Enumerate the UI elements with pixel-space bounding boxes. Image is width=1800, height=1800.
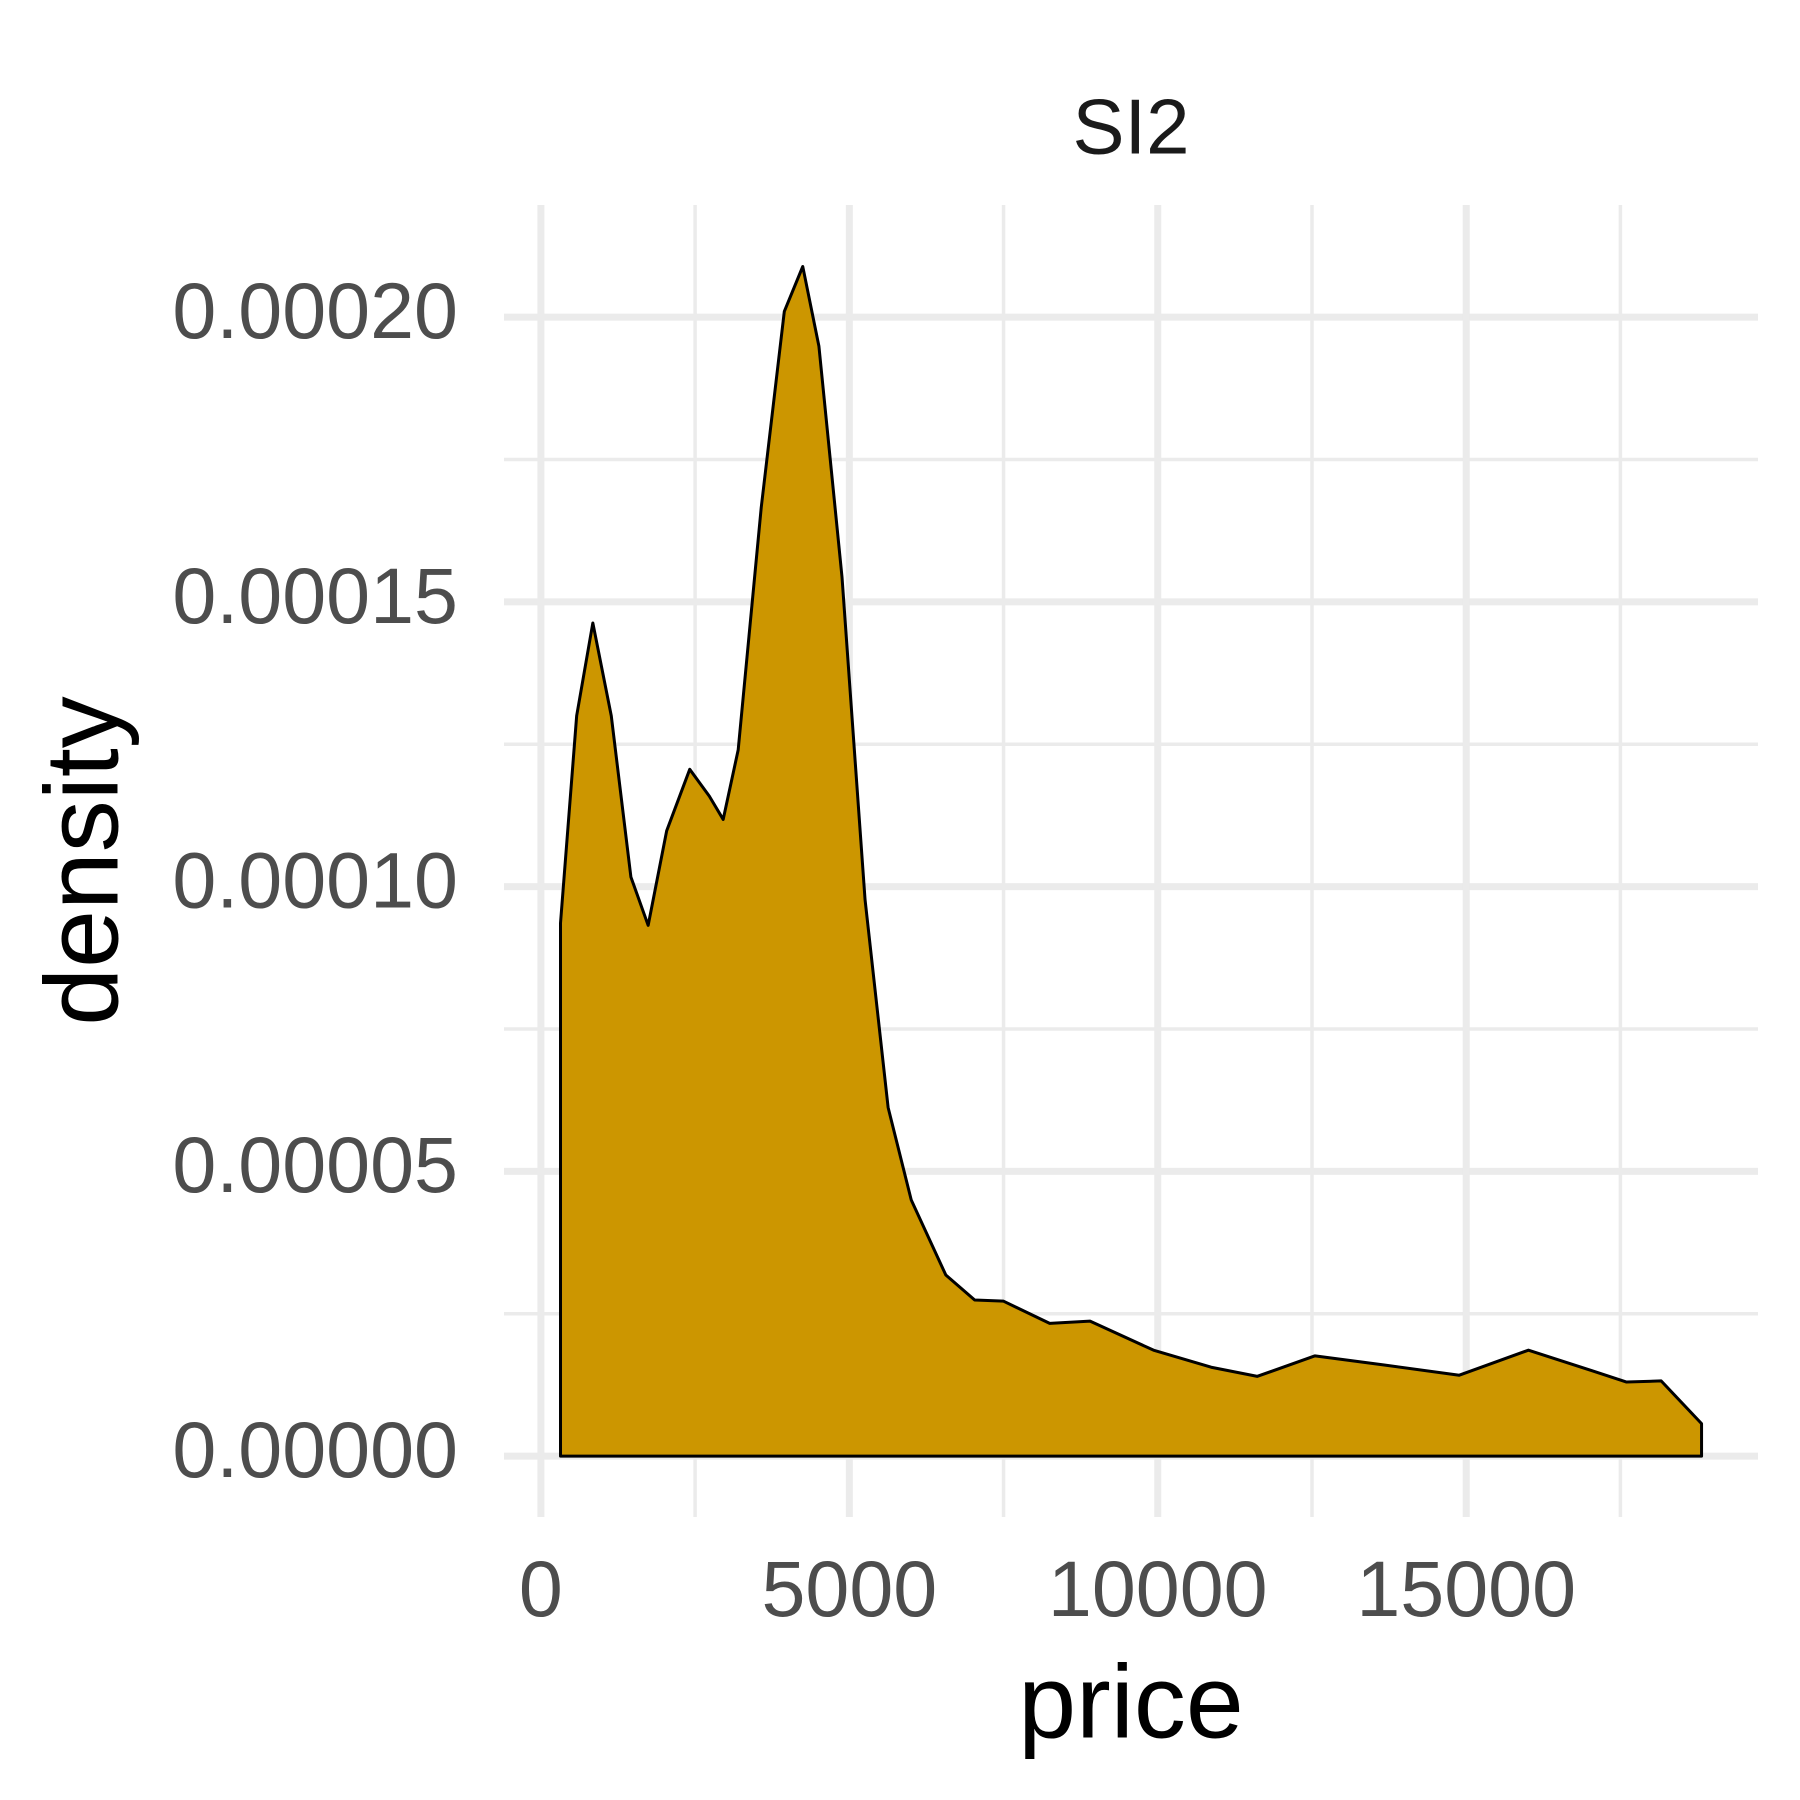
density-area [559,265,1704,1458]
x-tick-label: 15000 [1356,1544,1576,1633]
x-tick-label: 5000 [761,1544,937,1633]
y-tick-label: 0.00015 [172,551,458,640]
y-tick-label: 0.00010 [172,836,458,925]
x-axis-title: price [1018,1644,1243,1760]
y-tick-label: 0.00020 [172,266,458,355]
chart-title: SI2 [1072,83,1189,171]
y-tick-label: 0.00005 [172,1120,458,1209]
x-tick-label: 10000 [1048,1544,1268,1633]
y-axis-title: density [24,696,140,1026]
y-tick-label: 0.00000 [172,1405,458,1494]
x-tick-label: 0 [519,1544,563,1633]
